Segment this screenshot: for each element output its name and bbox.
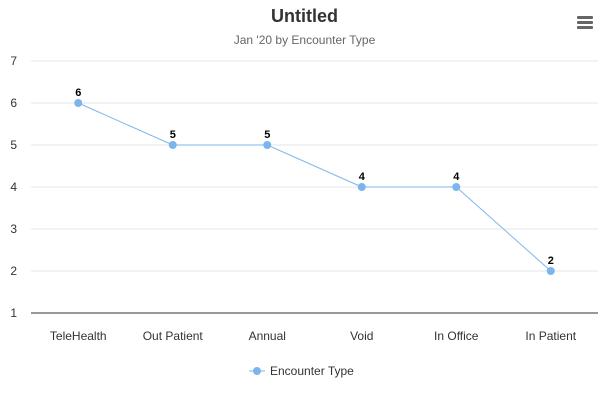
data-label: 4	[453, 171, 460, 183]
hamburger-menu-icon[interactable]	[574, 14, 598, 34]
series-line	[78, 102, 552, 272]
data-point[interactable]	[546, 267, 555, 275]
data-label: 5	[264, 129, 270, 141]
y-tick-label: 6	[10, 96, 17, 110]
y-tick-label: 2	[10, 264, 17, 278]
data-point[interactable]	[263, 141, 272, 149]
y-tick-label: 1	[10, 306, 17, 320]
legend-label[interactable]: Encounter Type	[270, 364, 354, 378]
x-tick-label: Out Patient	[143, 329, 204, 343]
x-tick-label: Void	[350, 329, 373, 343]
x-tick-label: Annual	[249, 329, 286, 343]
data-point[interactable]	[168, 141, 177, 149]
x-tick-label: TeleHealth	[50, 329, 107, 343]
data-point[interactable]	[452, 183, 461, 191]
y-tick-label: 3	[10, 222, 17, 236]
x-tick-label: In Office	[434, 329, 479, 343]
y-tick-label: 4	[10, 180, 17, 194]
data-label: 5	[170, 129, 176, 141]
y-tick-label: 5	[10, 138, 17, 152]
y-tick-label: 7	[10, 54, 17, 68]
data-label: 2	[548, 255, 554, 267]
chart-title: Untitled	[271, 6, 338, 26]
data-label: 6	[75, 87, 81, 99]
legend-marker-icon	[253, 367, 261, 375]
x-tick-label: In Patient	[525, 329, 576, 343]
data-point[interactable]	[74, 99, 83, 107]
chart-subtitle: Jan '20 by Encounter Type	[233, 33, 376, 47]
data-point[interactable]	[357, 183, 366, 191]
data-label: 4	[359, 171, 366, 183]
